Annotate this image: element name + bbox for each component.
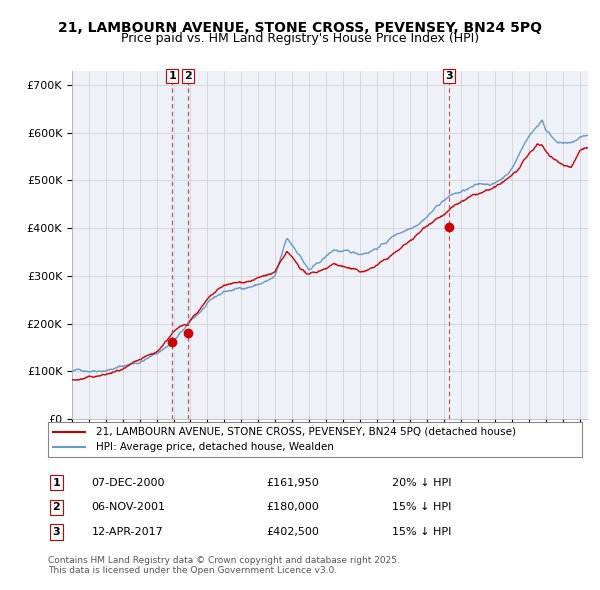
Text: 2: 2 xyxy=(184,71,192,81)
Text: 1: 1 xyxy=(169,71,176,81)
Text: 21, LAMBOURN AVENUE, STONE CROSS, PEVENSEY, BN24 5PQ (detached house): 21, LAMBOURN AVENUE, STONE CROSS, PEVENS… xyxy=(96,427,516,437)
Bar xyxy=(172,71,188,419)
Text: HPI: Average price, detached house, Wealden: HPI: Average price, detached house, Weal… xyxy=(96,442,334,453)
Text: 2: 2 xyxy=(52,503,60,512)
Text: This data is licensed under the Open Government Licence v3.0.: This data is licensed under the Open Gov… xyxy=(48,566,337,575)
Text: Contains HM Land Registry data © Crown copyright and database right 2025.: Contains HM Land Registry data © Crown c… xyxy=(48,556,400,565)
Text: £180,000: £180,000 xyxy=(266,503,319,512)
Text: 15% ↓ HPI: 15% ↓ HPI xyxy=(392,527,451,537)
Text: 07-DEC-2000: 07-DEC-2000 xyxy=(92,478,165,487)
Text: £402,500: £402,500 xyxy=(266,527,319,537)
Text: Price paid vs. HM Land Registry's House Price Index (HPI): Price paid vs. HM Land Registry's House … xyxy=(121,32,479,45)
Text: 12-APR-2017: 12-APR-2017 xyxy=(92,527,163,537)
Text: 21, LAMBOURN AVENUE, STONE CROSS, PEVENSEY, BN24 5PQ: 21, LAMBOURN AVENUE, STONE CROSS, PEVENS… xyxy=(58,21,542,35)
Text: 20% ↓ HPI: 20% ↓ HPI xyxy=(392,478,451,487)
Text: 1: 1 xyxy=(52,478,60,487)
Text: £161,950: £161,950 xyxy=(266,478,319,487)
Text: 3: 3 xyxy=(445,71,453,81)
Text: 06-NOV-2001: 06-NOV-2001 xyxy=(92,503,166,512)
Text: 3: 3 xyxy=(52,527,60,537)
Text: 15% ↓ HPI: 15% ↓ HPI xyxy=(392,503,451,512)
